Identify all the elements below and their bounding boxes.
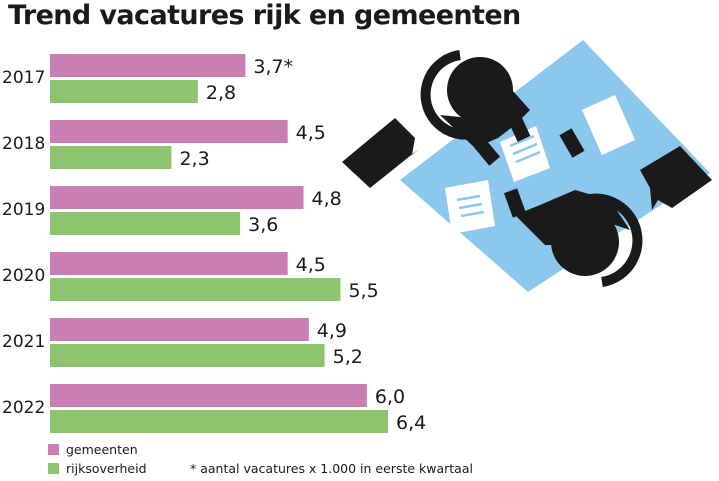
value-label-gemeenten-2022: 6,0	[375, 386, 405, 408]
year-label-2018: 2018	[2, 134, 45, 154]
value-label-rijksoverheid-2021: 5,2	[333, 346, 363, 368]
bar-gemeenten-2017	[50, 54, 246, 77]
bar-rijksoverheid-2017	[50, 80, 198, 103]
value-label-gemeenten-2017: 3,7*	[253, 56, 293, 78]
paper-shape	[582, 95, 635, 155]
value-label-gemeenten-2020: 4,5	[296, 254, 326, 276]
year-label-2017: 2017	[2, 68, 45, 88]
value-label-rijksoverheid-2019: 3,6	[248, 214, 278, 236]
value-label-gemeenten-2019: 4,8	[312, 188, 342, 210]
legend-label-rijksoverheid: rijksoverheid	[66, 461, 147, 476]
person-head-shape	[447, 57, 513, 123]
year-label-2019: 2019	[2, 200, 45, 220]
person-body-shape	[515, 190, 630, 245]
value-label-rijksoverheid-2022: 6,4	[396, 412, 426, 434]
chart-title: Trend vacatures rijk en gemeenten	[8, 0, 521, 31]
chart-legend: gemeenten rijksoverheid	[48, 440, 147, 478]
year-label-2020: 2020	[2, 266, 45, 286]
bar-gemeenten-2021	[50, 318, 309, 341]
business-meeting-icon	[342, 40, 712, 292]
bar-gemeenten-2020	[50, 252, 288, 275]
bar-rijksoverheid-2020	[50, 278, 341, 301]
legend-item-gemeenten: gemeenten	[48, 440, 147, 459]
bar-rijksoverheid-2019	[50, 212, 241, 235]
bar-rijksoverheid-2018	[50, 146, 172, 169]
legend-swatch-gemeenten	[48, 444, 59, 455]
bar-gemeenten-2019	[50, 186, 304, 209]
chart-footnote: * aantal vacatures x 1.000 in eerste kwa…	[190, 461, 473, 476]
bar-rijksoverheid-2022	[50, 410, 388, 433]
bar-gemeenten-2018	[50, 120, 288, 143]
legend-label-gemeenten: gemeenten	[66, 442, 138, 457]
value-label-rijksoverheid-2017: 2,8	[206, 82, 236, 104]
year-label-2022: 2022	[2, 398, 45, 418]
bar-gemeenten-2022	[50, 384, 367, 407]
value-label-gemeenten-2018: 4,5	[296, 122, 326, 144]
bar-rijksoverheid-2021	[50, 344, 325, 367]
year-label-2021: 2021	[2, 332, 45, 352]
legend-item-rijksoverheid: rijksoverheid	[48, 459, 147, 478]
value-label-gemeenten-2021: 4,9	[317, 320, 347, 342]
value-label-rijksoverheid-2018: 2,3	[179, 148, 209, 170]
speech-bubble-shape	[342, 118, 420, 188]
paper-shape	[500, 126, 550, 182]
value-label-rijksoverheid-2020: 5,5	[348, 280, 378, 302]
legend-swatch-rijksoverheid	[48, 463, 59, 474]
person-body-shape	[440, 90, 530, 148]
speech-bubble-shape	[640, 146, 712, 210]
